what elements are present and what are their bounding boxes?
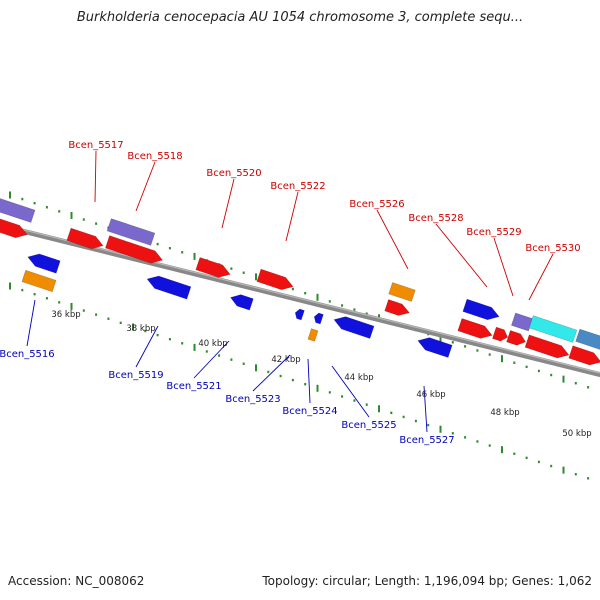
orange-feature-block: [21, 269, 57, 293]
upper-label-leader: [493, 237, 514, 297]
upper-gene-label: Bcen_5529: [466, 227, 521, 238]
orange-feature-block: [307, 328, 319, 342]
ruler-label: 48 kbp: [490, 408, 519, 418]
lower-gene-label: Bcen_5519: [108, 370, 163, 381]
forward-cds-arrow: [384, 299, 410, 316]
upper-gene-label: Bcen_5526: [349, 199, 404, 210]
lower-gene-label: Bcen_5527: [399, 435, 454, 446]
lower-label-leader: [252, 354, 291, 392]
lower-gene-label: Bcen_5523: [225, 394, 280, 405]
upper-gene-label: Bcen_5528: [408, 213, 463, 224]
purple-feature-block: [0, 197, 36, 223]
reverse-cds-arrow: [333, 316, 375, 339]
ruler-label: 46 kbp: [416, 390, 445, 400]
upper-label-leader: [221, 178, 235, 229]
upper-label-leader: [435, 223, 488, 288]
accession-text: Accession: NC_008062: [8, 574, 145, 588]
upper-gene-label: Bcen_5530: [525, 243, 580, 254]
lower-gene-label: Bcen_5521: [166, 381, 221, 392]
lower-gene-label: Bcen_5524: [282, 406, 337, 417]
forward-cds-arrow: [506, 330, 526, 346]
lower-label-leader: [307, 358, 311, 404]
lower-gene-label: Bcen_5525: [341, 420, 396, 431]
forward-cds-arrow: [457, 318, 493, 339]
lower-label-leader: [26, 299, 36, 347]
lower-label-leader: [193, 340, 230, 379]
map-title: Burkholderia cenocepacia AU 1054 chromos…: [76, 10, 524, 25]
upper-gene-label: Bcen_5522: [270, 181, 325, 192]
forward-cds-arrow: [524, 334, 570, 359]
ruler-label: 36 kbp: [51, 310, 80, 320]
upper-label-leader: [528, 253, 554, 301]
upper-label-leader: [135, 161, 156, 212]
forward-cds-arrow: [66, 227, 104, 250]
upper-label-leader: [376, 209, 409, 270]
gene-features: [0, 197, 600, 366]
purple-feature-block: [106, 218, 156, 246]
upper-gene-label: Bcen_5520: [206, 168, 261, 179]
forward-cds-arrow: [568, 345, 600, 366]
lower-label-leader: [135, 325, 159, 368]
upper-gene-label: Bcen_5518: [127, 151, 182, 162]
reverse-cds-arrow: [462, 298, 500, 321]
forward-cds-arrow: [195, 257, 231, 278]
reverse-cds-arrow: [146, 275, 192, 300]
reverse-cds-arrow: [313, 312, 324, 325]
backbone-line: [0, 222, 600, 378]
ruler-label: 42 kbp: [271, 355, 300, 365]
reverse-cds-arrow: [294, 308, 305, 321]
ruler-label: 50 kbp: [562, 429, 591, 439]
upper-label-leader: [285, 191, 299, 242]
cyan-feature-block: [528, 315, 578, 343]
forward-cds-arrow: [256, 268, 294, 291]
steel-feature-block: [575, 328, 600, 352]
reverse-cds-arrow: [27, 253, 61, 274]
ruler-label: 38 kbp: [126, 324, 155, 334]
upper-gene-label: Bcen_5517: [68, 140, 123, 151]
orange-feature-block: [388, 282, 416, 302]
forward-cds-arrow: [105, 235, 164, 264]
upper-label-leader: [94, 150, 97, 203]
forward-cds-arrow: [0, 216, 28, 239]
label-leader-lines: [26, 150, 554, 433]
lower-label-leader: [423, 385, 428, 433]
lower-label-leader: [331, 365, 370, 418]
forward-cds-arrow: [492, 326, 509, 342]
reverse-cds-arrow: [417, 337, 453, 358]
ruler-label: 40 kbp: [198, 339, 227, 349]
genome-summary-text: Topology: circular; Length: 1,196,094 bp…: [262, 574, 592, 588]
labels: 36 kbp 38 kbp 40 kbp 42 kbp 44 kbp 46 kbp 48 k…: [0, 140, 592, 446]
ruler-label: 44 kbp: [344, 373, 373, 383]
reverse-cds-arrow: [230, 294, 254, 311]
lower-gene-label: Bcen_5516: [0, 349, 55, 360]
